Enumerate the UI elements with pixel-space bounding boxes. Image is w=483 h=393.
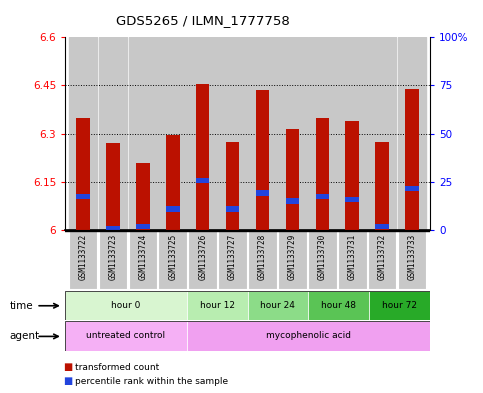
Bar: [187, 321, 430, 351]
Text: hour 24: hour 24: [260, 301, 296, 310]
Bar: [106, 143, 120, 230]
Bar: [248, 37, 277, 230]
Text: percentile rank within the sample: percentile rank within the sample: [75, 377, 228, 386]
Bar: [369, 291, 430, 320]
Text: hour 12: hour 12: [199, 301, 235, 310]
Text: transformed count: transformed count: [75, 363, 159, 372]
Bar: [136, 162, 150, 230]
Bar: [256, 191, 269, 196]
Text: GSM1133728: GSM1133728: [258, 233, 267, 280]
Text: GDS5265 / ILMN_1777758: GDS5265 / ILMN_1777758: [116, 14, 290, 27]
Bar: [345, 197, 359, 202]
Bar: [128, 37, 157, 230]
Bar: [345, 121, 359, 230]
Bar: [285, 198, 299, 204]
Bar: [76, 194, 90, 199]
Bar: [218, 37, 247, 230]
Bar: [187, 291, 248, 320]
Text: time: time: [10, 301, 33, 311]
Bar: [308, 37, 337, 230]
Text: ■: ■: [63, 376, 72, 386]
Bar: [256, 90, 269, 230]
Bar: [65, 321, 187, 351]
Bar: [375, 141, 389, 230]
Bar: [218, 231, 247, 289]
Text: GSM1133726: GSM1133726: [198, 233, 207, 280]
Bar: [338, 231, 367, 289]
Bar: [65, 291, 187, 320]
Bar: [308, 291, 369, 320]
Text: hour 0: hour 0: [111, 301, 141, 310]
Bar: [285, 129, 299, 230]
Bar: [248, 291, 308, 320]
Bar: [166, 206, 180, 211]
Bar: [196, 178, 210, 183]
Bar: [69, 37, 98, 230]
Bar: [278, 231, 307, 289]
Text: hour 72: hour 72: [382, 301, 417, 310]
Bar: [99, 37, 128, 230]
Bar: [368, 37, 397, 230]
Text: hour 48: hour 48: [321, 301, 356, 310]
Bar: [196, 84, 210, 230]
Bar: [315, 118, 329, 230]
Bar: [248, 231, 277, 289]
Bar: [136, 224, 150, 229]
Bar: [158, 37, 187, 230]
Bar: [315, 194, 329, 199]
Text: agent: agent: [10, 331, 40, 341]
Bar: [278, 37, 307, 230]
Text: GSM1133727: GSM1133727: [228, 233, 237, 280]
Bar: [188, 231, 217, 289]
Bar: [308, 231, 337, 289]
Bar: [368, 231, 397, 289]
Bar: [405, 89, 419, 230]
Text: GSM1133722: GSM1133722: [79, 233, 87, 280]
Bar: [375, 224, 389, 229]
Text: GSM1133729: GSM1133729: [288, 233, 297, 280]
Bar: [128, 231, 157, 289]
Bar: [226, 206, 239, 211]
Text: GSM1133725: GSM1133725: [168, 233, 177, 280]
Bar: [69, 231, 98, 289]
Bar: [99, 231, 128, 289]
Text: GSM1133731: GSM1133731: [348, 233, 356, 280]
Bar: [398, 37, 426, 230]
Text: GSM1133724: GSM1133724: [139, 233, 147, 280]
Bar: [188, 37, 217, 230]
Text: GSM1133732: GSM1133732: [378, 233, 386, 280]
Bar: [166, 135, 180, 230]
Text: GSM1133733: GSM1133733: [408, 233, 416, 280]
Text: ■: ■: [63, 362, 72, 373]
Bar: [76, 118, 90, 230]
Bar: [398, 231, 426, 289]
Bar: [226, 141, 239, 230]
Text: GSM1133723: GSM1133723: [109, 233, 117, 280]
Bar: [405, 185, 419, 191]
Text: untreated control: untreated control: [86, 331, 166, 340]
Bar: [158, 231, 187, 289]
Bar: [106, 226, 120, 231]
Text: GSM1133730: GSM1133730: [318, 233, 327, 280]
Bar: [338, 37, 367, 230]
Text: mycophenolic acid: mycophenolic acid: [266, 331, 351, 340]
